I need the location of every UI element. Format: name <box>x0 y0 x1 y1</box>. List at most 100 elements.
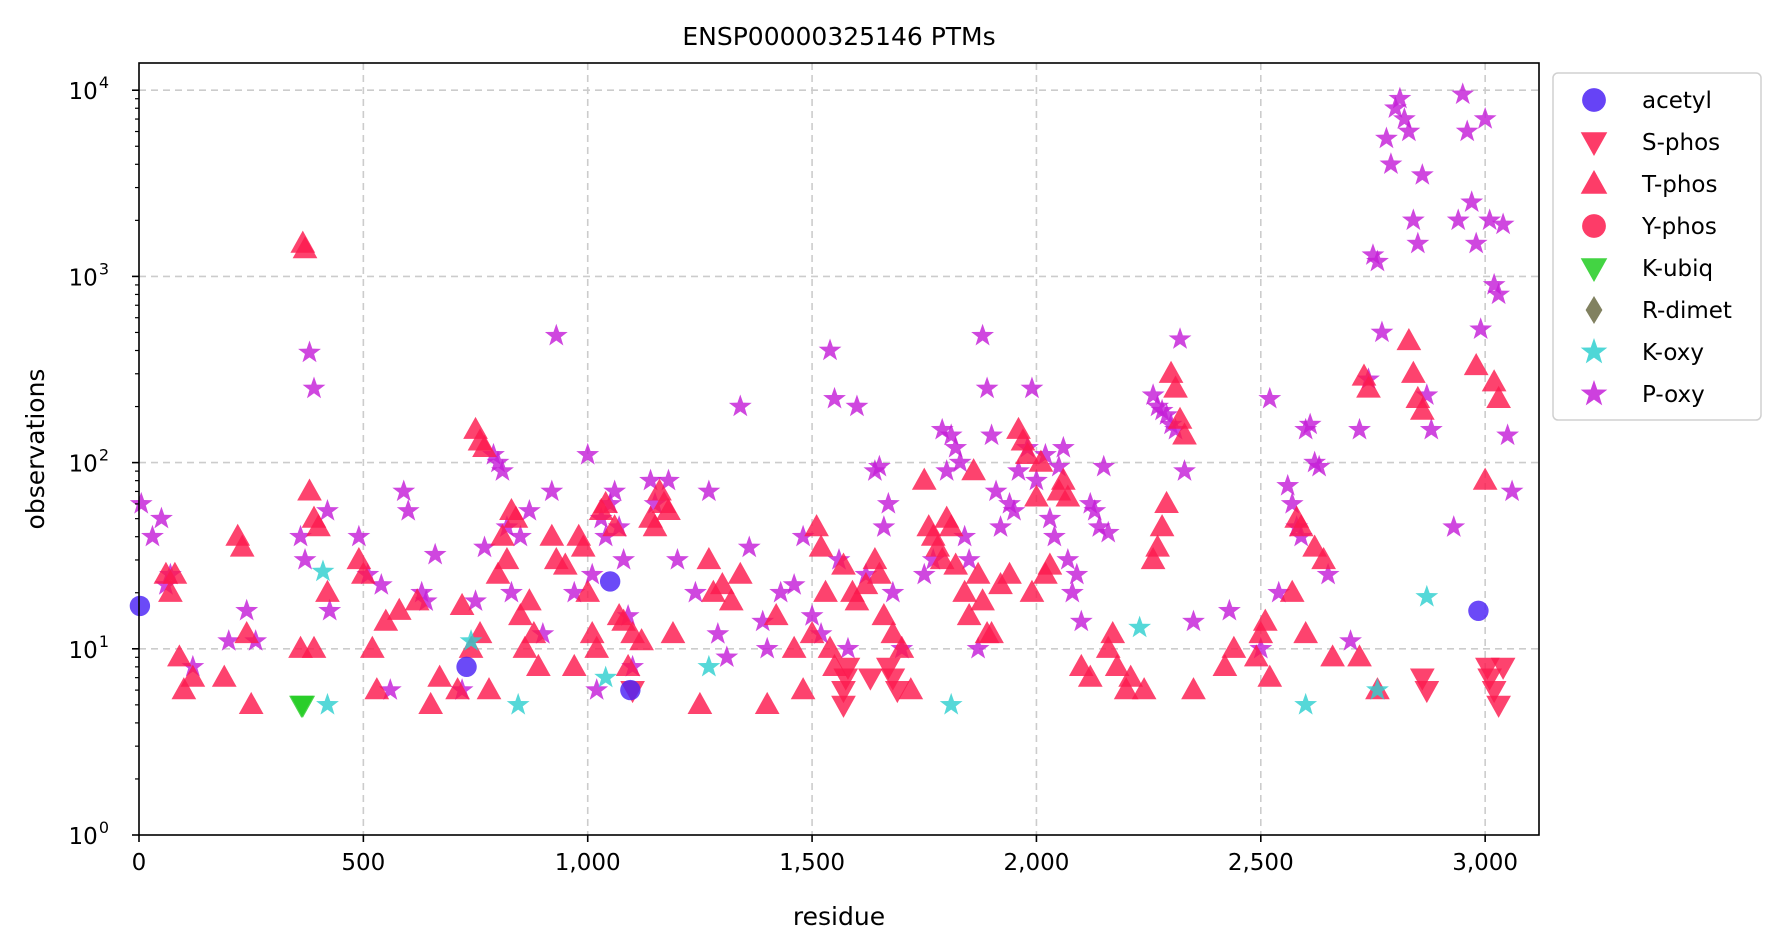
point-p-oxy <box>827 547 851 570</box>
legend-marker <box>1580 380 1608 406</box>
point-t-phos <box>593 490 619 514</box>
point-t-phos <box>561 653 587 676</box>
legend-item-y-phos: Y-phos <box>1582 214 1717 240</box>
point-p-oxy <box>141 524 164 547</box>
point-p-oxy <box>921 547 945 570</box>
point-acetyl <box>1468 600 1489 621</box>
point-t-phos <box>171 677 197 700</box>
point-t-phos <box>943 552 969 575</box>
point-t-phos <box>229 534 255 557</box>
point-t-phos <box>831 552 856 575</box>
point-p-oxy <box>1375 126 1398 149</box>
legend-item-k-ubiq: K-ubiq <box>1580 256 1713 282</box>
point-p-oxy <box>414 589 438 611</box>
point-p-oxy <box>1060 580 1084 603</box>
point-p-oxy <box>657 468 680 491</box>
y-tick-exponent: 4 <box>99 73 109 92</box>
legend-item-s-phos: S-phos <box>1580 130 1720 156</box>
series-t-phos <box>153 230 1511 714</box>
point-t-phos <box>301 635 327 658</box>
point-p-oxy <box>984 479 1008 502</box>
point-t-phos <box>709 572 735 595</box>
point-t-phos <box>1167 406 1193 429</box>
point-t-phos <box>1257 664 1283 687</box>
point-s-phos <box>858 668 883 691</box>
point-p-oxy <box>293 547 317 570</box>
point-p-oxy <box>1069 609 1093 632</box>
point-t-phos <box>781 635 807 658</box>
point-p-oxy <box>576 442 600 465</box>
point-t-phos <box>238 691 264 714</box>
point-p-oxy <box>1182 609 1205 632</box>
point-t-phos <box>1158 360 1184 383</box>
point-p-oxy <box>369 573 393 595</box>
point-p-oxy <box>1348 417 1371 440</box>
point-p-oxy <box>150 506 173 529</box>
point-p-oxy <box>1500 479 1524 502</box>
point-t-phos <box>1028 449 1054 472</box>
point-t-phos <box>364 677 390 700</box>
point-p-oxy <box>1446 208 1470 231</box>
x-tick-label: 2,500 <box>1228 850 1294 876</box>
legend-item-t-phos: T-phos <box>1580 170 1717 198</box>
point-t-phos <box>211 664 237 687</box>
point-s-phos <box>1481 681 1507 704</box>
point-p-oxy <box>989 515 1012 537</box>
point-acetyl <box>456 656 477 678</box>
point-p-oxy <box>1473 107 1497 129</box>
point-t-phos <box>970 588 995 611</box>
point-t-phos <box>1356 375 1381 398</box>
point-p-oxy <box>1455 119 1479 142</box>
point-t-phos <box>1024 484 1049 507</box>
point-p-oxy <box>1065 562 1089 585</box>
point-p-oxy <box>1307 454 1331 477</box>
point-t-phos <box>687 691 713 714</box>
point-p-oxy <box>980 423 1003 446</box>
point-p-oxy <box>639 468 662 491</box>
point-t-phos <box>1140 546 1166 570</box>
point-p-oxy <box>316 498 339 521</box>
point-p-oxy <box>728 394 752 417</box>
point-p-oxy <box>998 491 1021 514</box>
point-p-oxy <box>975 376 999 399</box>
point-t-phos <box>1486 385 1511 408</box>
point-p-oxy <box>697 479 721 502</box>
point-t-phos <box>611 608 636 631</box>
point-p-oxy <box>818 338 842 361</box>
point-p-oxy <box>531 622 555 644</box>
point-p-oxy <box>1042 524 1066 547</box>
point-t-phos <box>1095 635 1121 658</box>
point-s-phos <box>831 681 856 704</box>
point-t-phos <box>804 514 829 537</box>
legend-box <box>1552 72 1762 421</box>
point-p-oxy <box>540 479 564 502</box>
point-t-phos <box>584 635 610 658</box>
point-p-oxy <box>1078 491 1102 514</box>
point-t-phos <box>880 621 906 644</box>
point-p-oxy <box>1034 442 1057 465</box>
point-k-oxy <box>316 692 339 715</box>
point-t-phos <box>508 603 533 626</box>
point-p-oxy <box>235 598 259 621</box>
point-t-phos <box>763 603 789 626</box>
point-t-phos <box>158 579 183 602</box>
point-t-phos <box>660 621 686 644</box>
point-p-oxy <box>1401 208 1425 231</box>
point-s-phos <box>1477 668 1502 691</box>
point-t-phos <box>1279 579 1305 602</box>
point-t-phos <box>889 635 915 658</box>
point-p-oxy <box>845 394 869 417</box>
legend-label: acetyl <box>1642 88 1712 114</box>
point-t-phos <box>997 561 1022 584</box>
point-t-phos <box>817 635 843 658</box>
point-p-oxy <box>867 454 891 477</box>
point-p-oxy <box>953 524 977 547</box>
point-p-oxy <box>1025 468 1048 491</box>
point-p-oxy <box>643 491 667 514</box>
legend-marker <box>1585 296 1603 324</box>
point-t-phos <box>1252 608 1278 631</box>
point-k-oxy <box>594 665 618 688</box>
point-t-phos <box>526 653 551 676</box>
